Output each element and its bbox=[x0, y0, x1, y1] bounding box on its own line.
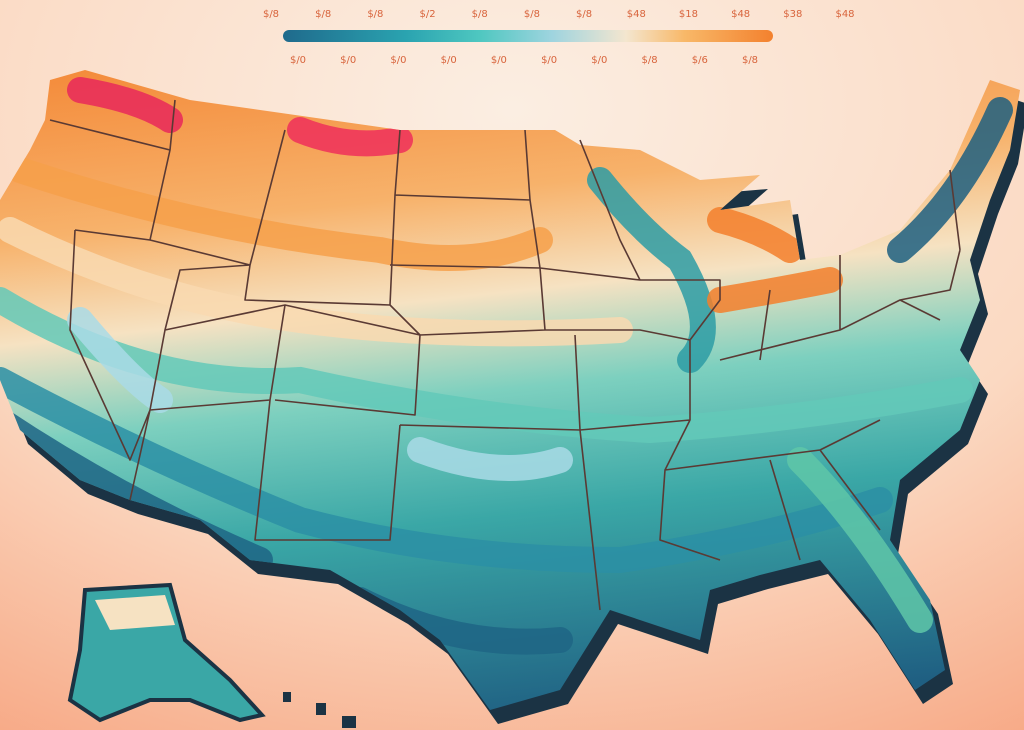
contour-band bbox=[707, 207, 843, 313]
hawaii-island bbox=[342, 716, 356, 728]
contour-band bbox=[887, 97, 1013, 263]
contour-band bbox=[0, 367, 893, 574]
legend-label: $18 bbox=[679, 9, 698, 20]
legend-label: $/0 bbox=[340, 55, 356, 66]
alaska-band bbox=[95, 595, 175, 630]
legend-label: $38 bbox=[783, 9, 802, 20]
legend-label: $/0 bbox=[441, 55, 457, 66]
legend-label: $/8 bbox=[576, 9, 592, 20]
legend-label: $/8 bbox=[642, 55, 658, 66]
legend-label: $/8 bbox=[263, 9, 279, 20]
state-borders bbox=[49, 99, 961, 611]
legend-label: $/2 bbox=[419, 9, 435, 20]
color-bar bbox=[283, 30, 773, 42]
contour-band bbox=[0, 287, 973, 444]
contour-band bbox=[67, 77, 183, 133]
hawaii-island bbox=[283, 692, 291, 702]
legend-label: $/0 bbox=[390, 55, 406, 66]
contour-band bbox=[7, 157, 553, 271]
legend-label: $48 bbox=[627, 9, 646, 20]
contour-band bbox=[0, 217, 633, 347]
legend-label: $/0 bbox=[591, 55, 607, 66]
legend-label: $/8 bbox=[472, 9, 488, 20]
legend-bottom-labels: $/0 $/0 $/0 $/0 $/0 $/0 $/0 $/8 $/6 $/8 bbox=[290, 55, 758, 66]
color-legend: $/8 $/8 $/8 $/2 $/8 $/8 $/8 $48 $18 $48 $38 $48 $/0… bbox=[263, 9, 855, 66]
legend-label: $/0 bbox=[290, 55, 306, 66]
legend-label: $48 bbox=[731, 9, 750, 20]
legend-top-labels: $/8 $/8 $/8 $/2 $/8 $/8 $/8 $48 $18 $48 $38 $48 bbox=[263, 9, 855, 20]
legend-label: $48 bbox=[835, 9, 854, 20]
legend-label: $/0 bbox=[541, 55, 557, 66]
legend-label: $/8 bbox=[742, 55, 758, 66]
contour-band bbox=[587, 167, 716, 373]
hawaii-island bbox=[316, 703, 326, 715]
legend-label: $/8 bbox=[367, 9, 383, 20]
contour-band bbox=[787, 447, 933, 633]
legend-label: $/8 bbox=[315, 9, 331, 20]
legend-label: $/6 bbox=[692, 55, 708, 66]
legend-label: $/0 bbox=[491, 55, 507, 66]
legend-label: $/8 bbox=[524, 9, 540, 20]
contour-band bbox=[287, 117, 413, 157]
